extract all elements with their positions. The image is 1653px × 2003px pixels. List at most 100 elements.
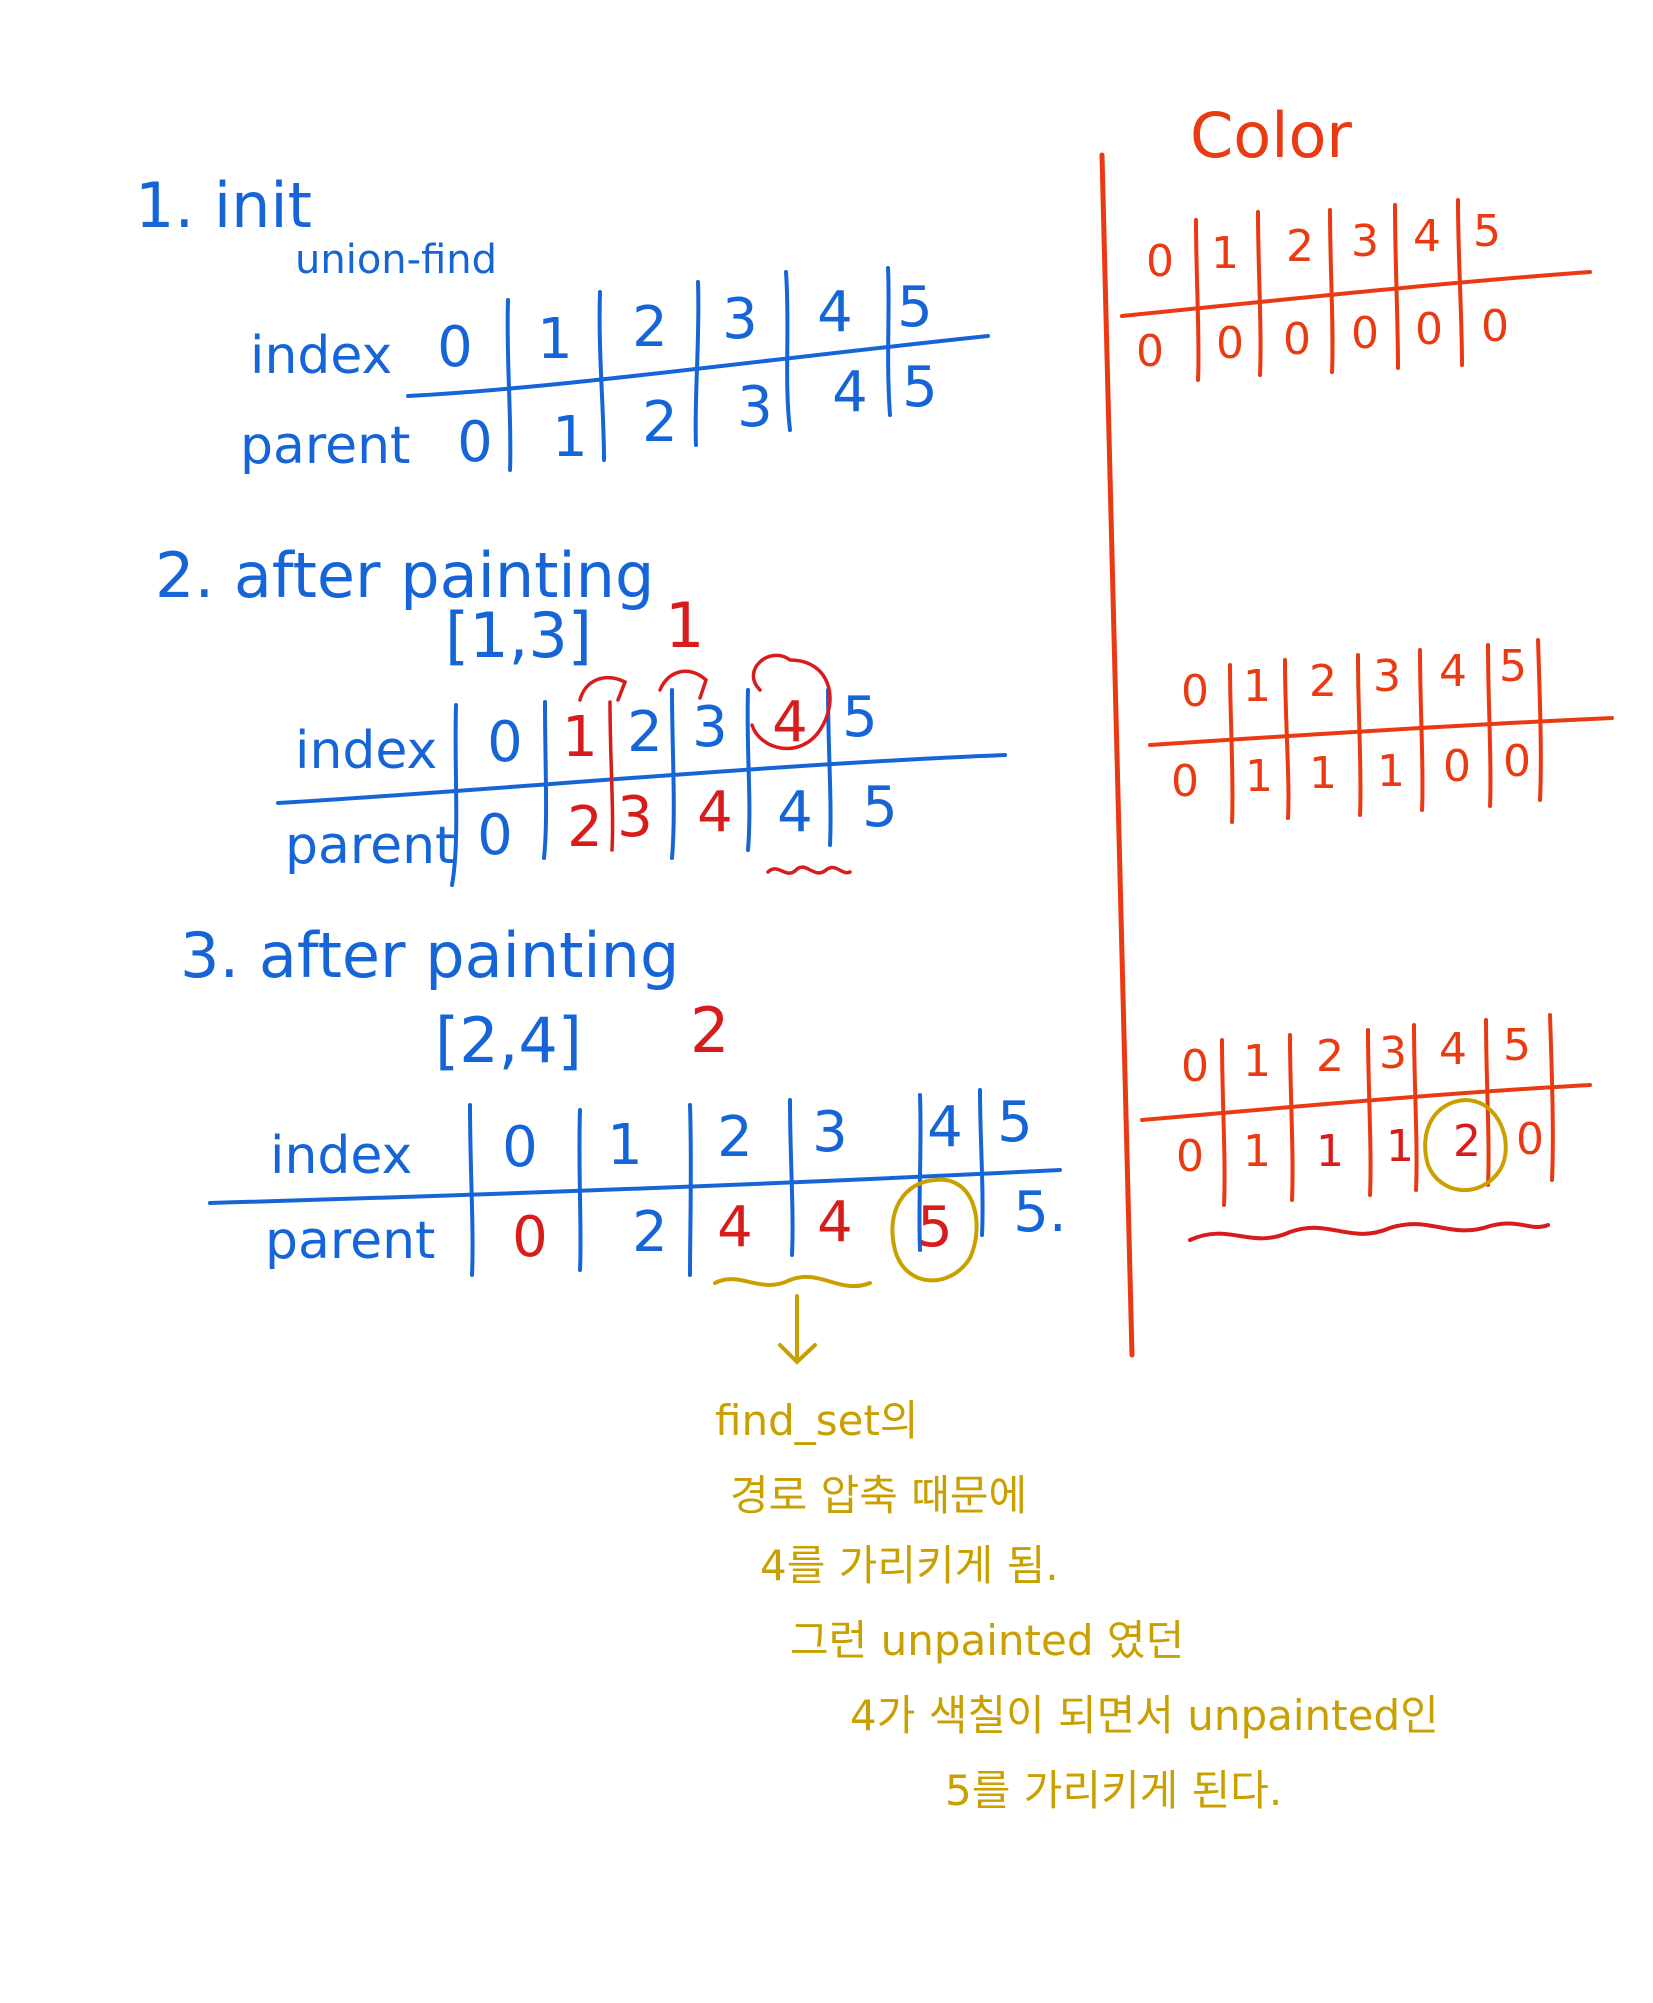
step1-index-label: index [250, 326, 393, 386]
color-value-cell: 1 [1386, 1121, 1414, 1172]
step1-parent-cell: 2 [642, 390, 678, 455]
color-index-cell: 3 [1373, 651, 1401, 702]
step3-paint-value: 2 [690, 994, 730, 1067]
step3-table-lines [208, 1088, 1062, 1277]
step3-parent-cell: 5 [917, 1195, 953, 1260]
step1-parent-cell: 5 [902, 355, 938, 420]
step2-heading: 2. after painting [155, 539, 655, 612]
color-value-cell: 0 [1516, 1114, 1544, 1165]
color-value-cell: 0 [1283, 314, 1311, 365]
step2-parent-cell: 0 [477, 803, 513, 868]
color-index-cell: 5 [1503, 1020, 1531, 1071]
step1-table-lines [406, 266, 990, 472]
color-index-cell: 3 [1379, 1028, 1407, 1079]
step2-index-cell: 5 [842, 685, 878, 750]
step1-index-cell: 1 [537, 307, 573, 372]
step3-index-cell: 5 [997, 1090, 1033, 1155]
color-value-cell: 0 [1443, 741, 1471, 792]
color-index-cell: 5 [1499, 641, 1527, 692]
color-value-cell: 0 [1503, 736, 1531, 787]
step2-index-label: index [295, 721, 438, 781]
color-index-cell: 2 [1286, 221, 1314, 272]
step2-index-cell: 0 [487, 710, 523, 775]
color-index-cell: 4 [1439, 1024, 1467, 1075]
step2-parent-cell: 3 [617, 785, 653, 850]
color-index-cell: 1 [1211, 228, 1239, 279]
step1-index-cell: 2 [632, 295, 668, 360]
step1-subheading: union-find [295, 237, 498, 283]
step2-parent-cell: 5 [862, 775, 898, 840]
step2-index-cell: 1 [562, 705, 598, 770]
color-value-cell: 0 [1415, 304, 1443, 355]
color-divider-line [1099, 152, 1135, 1358]
color-value-cell: 0 [1481, 301, 1509, 352]
step3-range: [2,4] [435, 1004, 582, 1077]
step1-parent-cell: 0 [457, 410, 493, 475]
color-index-cell: 4 [1439, 646, 1467, 697]
step2-parent-label: parent [285, 816, 456, 876]
step2-paint-value: 1 [665, 589, 705, 662]
step3-parent-cell: 4 [817, 1190, 853, 1255]
color-index-cell: 2 [1309, 656, 1337, 707]
step1-index-cell: 4 [817, 280, 853, 345]
color-panel-title: Color [1190, 99, 1352, 172]
step3-parent-cell: 0 [512, 1205, 548, 1270]
step3-parent-cell: 4 [717, 1195, 753, 1260]
step2-range: [1,3] [445, 599, 592, 672]
color-value-cell: 0 [1171, 756, 1199, 807]
step1-parent-label: parent [240, 416, 411, 476]
color-table3-highlight [1188, 1097, 1550, 1242]
step3-index-cell: 1 [607, 1113, 643, 1178]
step2-parent-cell: 2 [567, 795, 603, 860]
note-line: find_set의 [715, 1396, 919, 1445]
color-table2-lines [1148, 638, 1614, 824]
step1-heading: 1. init [135, 169, 312, 242]
step2-paint-marks [578, 653, 852, 875]
step1-parent-cell: 3 [737, 375, 773, 440]
color-value-cell: 0 [1176, 1131, 1204, 1182]
step2-parent-cell: 4 [777, 780, 813, 845]
color-index-cell: 0 [1146, 236, 1174, 287]
step3-index-cell: 4 [927, 1095, 963, 1160]
color-index-cell: 0 [1181, 666, 1209, 717]
color-index-cell: 2 [1316, 1031, 1344, 1082]
step1-index-cell: 5 [897, 275, 933, 340]
step3-parent-cell: 5. [1013, 1180, 1067, 1245]
note-line: 4가 색칠이 되면서 unpainted인 [850, 1691, 1439, 1740]
step1-index-cell: 3 [722, 287, 758, 352]
step3-index-label: index [270, 1126, 413, 1186]
color-value-cell: 0 [1216, 318, 1244, 369]
step1-parent-cell: 4 [832, 360, 868, 425]
color-index-cell: 4 [1413, 211, 1441, 262]
note-line: 4를 가리키게 됨. [760, 1541, 1059, 1590]
step1-index-cell: 0 [437, 315, 473, 380]
step3-index-cell: 2 [717, 1105, 753, 1170]
color-value-cell: 2 [1453, 1116, 1481, 1167]
step2-parent-cell: 4 [697, 780, 733, 845]
step2-index-cell: 4 [772, 690, 808, 755]
note-line: 경로 압축 때문에 [730, 1471, 1028, 1520]
step2-index-cell: 3 [692, 695, 728, 760]
step3-heading: 3. after painting [180, 919, 680, 992]
color-index-cell: 5 [1473, 206, 1501, 257]
note-line: 그런 unpainted 였던 [790, 1616, 1185, 1665]
step3-parent-cell: 2 [632, 1200, 668, 1265]
color-table1-lines [1120, 198, 1592, 382]
step1-parent-cell: 1 [552, 405, 588, 470]
step3-highlight [713, 1177, 979, 1365]
step3-index-cell: 0 [502, 1115, 538, 1180]
color-index-cell: 0 [1181, 1041, 1209, 1092]
color-value-cell: 0 [1351, 308, 1379, 359]
color-index-cell: 1 [1243, 661, 1271, 712]
color-value-cell: 1 [1316, 1126, 1344, 1177]
color-value-cell: 1 [1245, 751, 1273, 802]
color-value-cell: 1 [1309, 748, 1337, 799]
step3-parent-label: parent [265, 1211, 436, 1271]
color-value-cell: 0 [1136, 326, 1164, 377]
note-line: 5를 가리키게 된다. [945, 1766, 1283, 1815]
step2-index-cell: 2 [627, 700, 663, 765]
step3-index-cell: 3 [812, 1100, 848, 1165]
color-value-cell: 1 [1377, 746, 1405, 797]
color-index-cell: 1 [1243, 1036, 1271, 1087]
